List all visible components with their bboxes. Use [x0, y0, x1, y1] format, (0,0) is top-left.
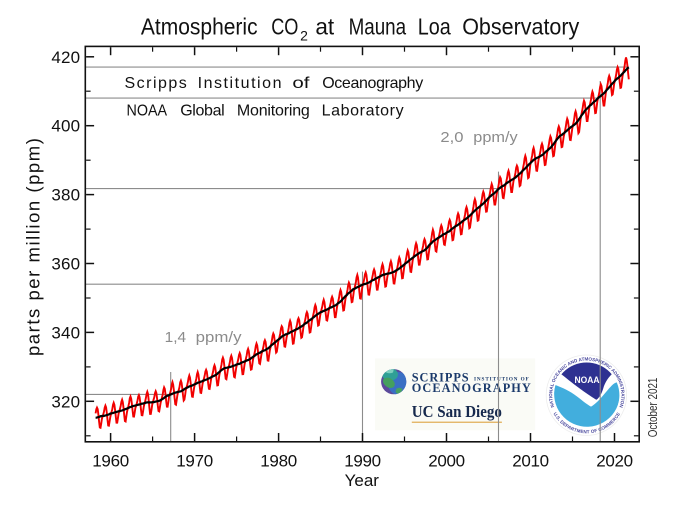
svg-text:CO: CO [271, 14, 298, 40]
svg-text:Oceanography: Oceanography [322, 75, 423, 92]
svg-text:1990: 1990 [344, 451, 381, 470]
svg-text:2010: 2010 [512, 451, 549, 470]
svg-text:Global: Global [180, 102, 225, 119]
svg-text:2,0: 2,0 [440, 129, 463, 146]
svg-text:UC San Diego: UC San Diego [412, 402, 502, 421]
svg-text:Mauna: Mauna [349, 14, 407, 40]
svg-text:1980: 1980 [260, 451, 297, 470]
svg-text:1,4: 1,4 [165, 329, 187, 346]
svg-text:Scripps: Scripps [125, 75, 187, 92]
svg-text:INSTITUTION OF: INSTITUTION OF [474, 376, 529, 382]
svg-text:October 2021: October 2021 [646, 378, 660, 438]
svg-text:400: 400 [51, 117, 80, 136]
svg-text:2020: 2020 [596, 451, 633, 470]
svg-text:Year: Year [345, 471, 380, 490]
svg-text:NOAA: NOAA [127, 102, 168, 119]
svg-text:NOAA: NOAA [575, 375, 600, 385]
svg-text:2: 2 [300, 27, 308, 43]
svg-text:Atmospheric: Atmospheric [141, 14, 258, 40]
svg-text:OCEANOGRAPHY: OCEANOGRAPHY [412, 381, 531, 395]
svg-text:Observatory: Observatory [462, 14, 580, 40]
svg-text:Monitoring: Monitoring [237, 102, 310, 119]
svg-text:of: of [292, 75, 310, 92]
svg-text:at: at [315, 14, 334, 40]
svg-text:SCRIPPS: SCRIPPS [412, 370, 469, 384]
svg-text:ppm/y: ppm/y [473, 129, 518, 146]
svg-text:380: 380 [51, 186, 80, 205]
svg-text:320: 320 [51, 392, 80, 411]
svg-text:1960: 1960 [92, 451, 129, 470]
svg-text:ppm/y: ppm/y [196, 329, 242, 346]
svg-text:420: 420 [51, 48, 80, 67]
svg-text:1970: 1970 [176, 451, 213, 470]
svg-text:360: 360 [51, 255, 80, 274]
svg-text:Laboratory: Laboratory [322, 102, 404, 119]
svg-text:2000: 2000 [428, 451, 465, 470]
svg-text:340: 340 [51, 323, 80, 342]
svg-text:Loa: Loa [418, 14, 451, 40]
